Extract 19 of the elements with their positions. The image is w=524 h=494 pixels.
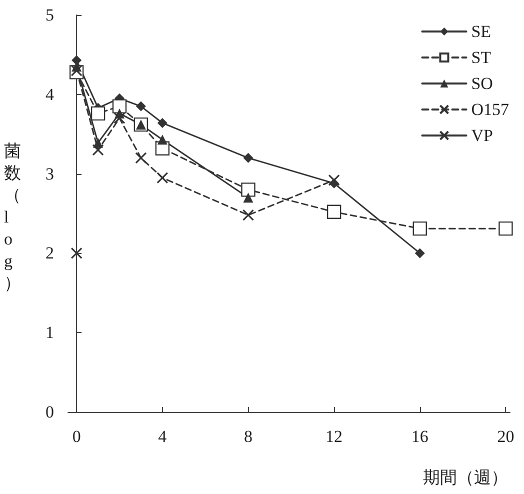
legend-label: ST — [471, 48, 492, 67]
x-tick-label: 0 — [72, 427, 81, 446]
x-tick-label: 20 — [497, 427, 514, 446]
x-axis-title: 期間（週） — [423, 468, 508, 487]
y-tick-label: 0 — [46, 402, 54, 422]
y-axis-title: 菌数（log） — [4, 142, 21, 292]
y-tick-label: 1 — [46, 323, 54, 342]
y-tick-label: 3 — [46, 164, 54, 184]
legend-label: O157 — [471, 100, 510, 119]
x-tick-label: 12 — [326, 427, 343, 446]
y-tick-label: 4 — [46, 84, 54, 104]
legend-label: SO — [471, 74, 493, 93]
x-tick-label: 8 — [244, 427, 252, 446]
x-tick-label: 16 — [411, 427, 428, 446]
x-tick-label: 4 — [158, 427, 168, 446]
legend-label: VP — [471, 126, 493, 145]
y-tick-label: 2 — [46, 244, 54, 263]
y-tick-label: 5 — [46, 6, 54, 24]
legend-label: SE — [471, 22, 492, 41]
